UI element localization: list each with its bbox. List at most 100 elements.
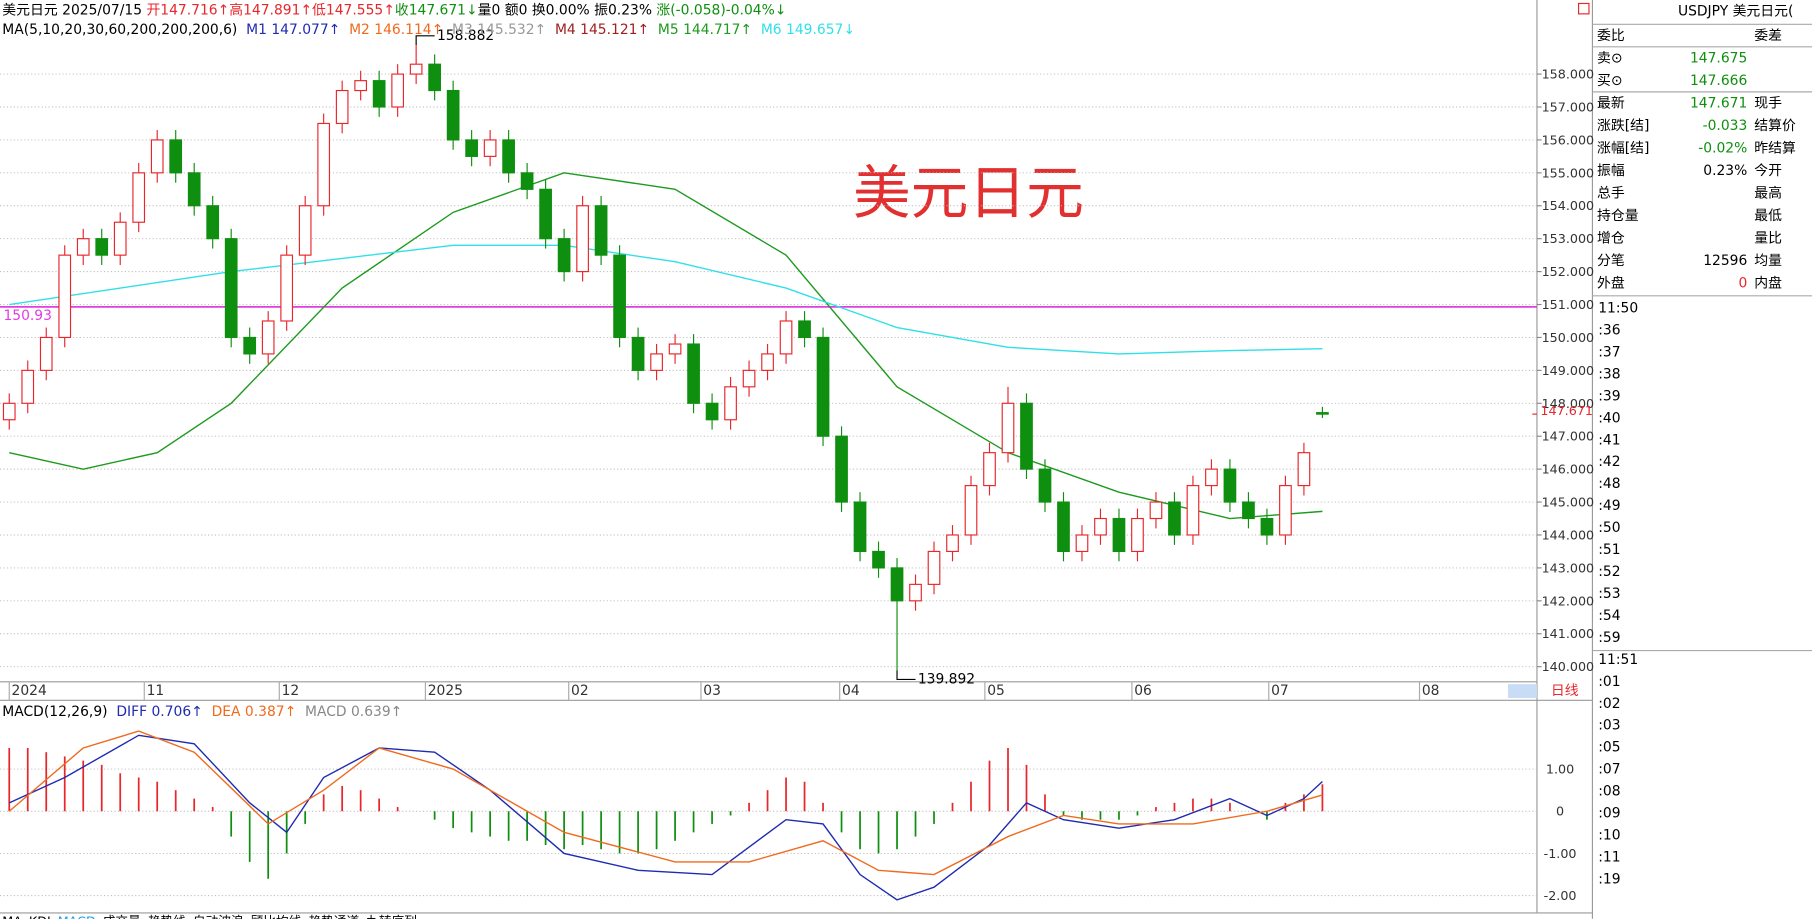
x-tick-label: 04: [842, 683, 860, 699]
ma-legend: MA(5,10,20,30,60,200,200,200,6) M1 147.0…: [2, 22, 855, 38]
candle-body: [150, 139, 164, 174]
legend-name: DEA: [212, 704, 241, 720]
legend-name: DIFF: [116, 704, 147, 720]
tab[interactable]: 九转序列: [366, 914, 417, 919]
x-tick-label: 11: [147, 683, 165, 699]
annotation-label: 139.892: [918, 671, 975, 687]
tick-time: :41: [1598, 432, 1620, 448]
period[interactable]: 日线: [1551, 683, 1579, 699]
tab[interactable]: MA: [2, 914, 22, 919]
row-value: -0.02%: [1698, 140, 1747, 156]
tick-time: :09: [1598, 806, 1620, 822]
candle-body: [890, 567, 904, 602]
tab[interactable]: 成交量: [103, 914, 141, 919]
tab[interactable]: KDJ: [29, 914, 51, 919]
x-tick-label: 12: [282, 683, 300, 699]
candle-body: [520, 172, 534, 190]
row-value: 147.671: [1690, 95, 1747, 111]
y-tick-label: 143.000: [1542, 560, 1595, 575]
row-label: 涨幅[结]: [1597, 140, 1649, 156]
y-tick-label: 141.000: [1542, 626, 1595, 641]
row-label2: 最高: [1754, 185, 1782, 202]
x-tick-label: 03: [703, 683, 721, 699]
legend-name: M2: [349, 22, 370, 38]
date: 2025/07/15: [62, 2, 142, 18]
open: 开147.716↑: [146, 2, 229, 18]
candle-body: [1075, 534, 1089, 553]
tick-time: :38: [1598, 366, 1620, 382]
x-tick-label: 07: [1271, 683, 1289, 699]
row-label: 外盘: [1597, 275, 1625, 292]
tick-time: 11:50: [1598, 301, 1638, 317]
legend-gap: [443, 22, 452, 38]
row-label: 总手: [1597, 186, 1625, 202]
scroll-thumb[interactable]: [1508, 684, 1537, 698]
candle-body: [1297, 452, 1311, 487]
turnover: 换0.00%: [532, 1, 590, 18]
annotation-leader: [896, 670, 916, 681]
y-tick-label: 142.000: [1542, 593, 1595, 608]
legend-value: 147.077↑: [271, 22, 340, 38]
reference-label: 150.93: [3, 308, 52, 324]
row-value: 12596: [1703, 253, 1747, 269]
x-tick-label: 02: [571, 683, 589, 699]
tick-time: :59: [1598, 630, 1620, 646]
candle-body: [372, 80, 386, 108]
tick-time: :42: [1598, 454, 1620, 470]
tick-time: :51: [1598, 542, 1620, 558]
close: 收147.671↓: [395, 2, 478, 18]
candle-body: [853, 501, 867, 553]
legend-value: 146.114↑: [374, 22, 443, 38]
candle-body: [1242, 501, 1255, 520]
tab[interactable]: MACD: [58, 914, 96, 919]
window-button[interactable]: [1577, 2, 1590, 15]
candle-body: [1223, 468, 1237, 503]
legend-name: M1: [246, 22, 267, 38]
candle-body: [687, 343, 700, 404]
candle-body: [1205, 468, 1218, 487]
last-price-label: 147.671: [1540, 403, 1593, 418]
tab[interactable]: 趋势通道: [308, 914, 359, 919]
candle-body: [1131, 517, 1144, 553]
ma-line: [9, 244, 1323, 355]
candle-body: [113, 221, 127, 256]
y-tick-label: 155.000: [1542, 165, 1595, 180]
candle-body: [1038, 468, 1052, 503]
legend-value: 149.657↓: [786, 22, 855, 38]
macd-legend-label: MACD(12,26,9): [2, 704, 107, 720]
y-tick-label: 157.000: [1542, 99, 1595, 114]
macd-legend: MACD(12,26,9) DIFF 0.706↑ DEA 0.387↑ MAC…: [2, 704, 402, 720]
candle-body: [1279, 485, 1292, 536]
y-tick-label: 144.000: [1542, 527, 1595, 542]
tick-time: :54: [1598, 608, 1620, 624]
x-tick-label: 08: [1422, 683, 1440, 699]
plot: 140.000 141.000 142.000 143.000 144.000 145.0…: [0, 22, 1812, 919]
candle-body: [1260, 517, 1274, 536]
row-label: 分笔: [1597, 253, 1625, 269]
tick-time: :01: [1598, 674, 1620, 690]
change: 涨(-0.058)-0.04%↓: [656, 2, 786, 18]
row-value: 0: [1738, 276, 1747, 292]
row-value: 0.23%: [1703, 163, 1747, 179]
tab[interactable]: 趋势线: [148, 914, 186, 919]
candle-body: [1001, 402, 1015, 454]
y-tick-label: 153.000: [1542, 231, 1595, 246]
candle-body: [1020, 402, 1033, 470]
tab[interactable]: 顾比均线: [251, 914, 302, 919]
candle-body: [261, 320, 275, 355]
tab[interactable]: 自动波浪: [193, 914, 244, 919]
row-label: 最新: [1597, 95, 1625, 111]
candle-body: [187, 172, 201, 207]
row-label: 持仓量: [1597, 208, 1639, 224]
candle-body: [354, 80, 368, 92]
row-label: 卖⊙: [1597, 50, 1622, 66]
row-label: 涨跌[结]: [1597, 118, 1649, 134]
candle-body: [724, 386, 737, 421]
legend-value: 144.717↑: [683, 22, 752, 38]
candle-body: [1057, 501, 1070, 553]
legend-value: 0.706↑: [151, 704, 202, 720]
tick-time: :53: [1598, 586, 1620, 602]
legend-gap: [203, 704, 212, 720]
